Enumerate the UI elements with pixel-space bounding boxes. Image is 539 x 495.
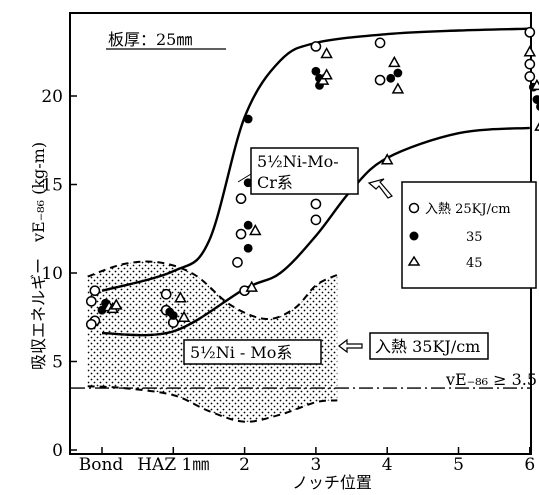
legend-label-25: 入熱 25KJ/cm (425, 202, 511, 217)
x-tick-label: 4 (382, 455, 393, 475)
trend-curve-layer (101, 27, 530, 337)
y-tick-label: 10 (41, 264, 63, 284)
point-triangle (380, 153, 394, 165)
point-open-circle (85, 318, 97, 330)
point-open-circle (374, 74, 386, 86)
point-triangle (316, 73, 330, 85)
point-filled-circle (168, 311, 178, 320)
point-triangle (174, 291, 187, 303)
point-filled-circle (386, 73, 396, 83)
lower-curve-label: 5½Ni - Mo系 (190, 343, 292, 362)
heat-input-label: 入熱 35KJ/cm (375, 337, 480, 356)
x-tick-label: HAZ 1㎜ (137, 455, 209, 475)
lower-trend-curve (101, 126, 530, 337)
x-tick-label: Bond (79, 455, 124, 475)
lower-curve-pointer-arrow (338, 338, 363, 354)
point-open-circle (310, 198, 322, 210)
legend-pointer-arrow (367, 178, 393, 199)
point-open-circle (524, 26, 536, 38)
x-tick-label: 3 (310, 455, 321, 475)
y-tick-label: 5 (52, 353, 63, 373)
point-filled-circle (243, 220, 253, 230)
point-triangle (388, 55, 401, 68)
point-open-circle (89, 285, 101, 297)
lower-curve-label-box: 5½Ni - Mo系 (183, 339, 322, 365)
point-filled-circle (532, 95, 539, 104)
point-triangle (523, 45, 537, 57)
point-filled-circle (536, 102, 539, 111)
upper-curve-leader (237, 173, 252, 183)
point-open-circle (232, 257, 243, 268)
upper-curve-label: 5½Ni-Mo- Cr系 (257, 152, 339, 192)
point-filled-circle (311, 66, 321, 76)
y-axis-label: 吸収エネルギー vE₋₈₆ (kg-m) (29, 142, 48, 370)
heat-input-label-box: 入熱 35KJ/cm (369, 332, 489, 360)
point-open-circle (235, 228, 247, 240)
criterion-label: vE₋₈₆ ≥ 3.5 (445, 370, 537, 389)
point-open-circle (374, 37, 386, 49)
data-point-layer (85, 26, 539, 330)
point-triangle (391, 82, 405, 94)
x-axis-label: ノッチ位置 (292, 473, 372, 492)
upper-curve-label-line: Cr系 (257, 173, 293, 192)
point-triangle (320, 68, 333, 80)
legend-marker-open-circle (408, 202, 420, 214)
point-open-circle (310, 214, 322, 226)
point-open-circle (524, 58, 536, 70)
scatter-band-upper-edge (87, 260, 338, 321)
x-tick-label: 5 (453, 455, 464, 475)
upper-curve-label-line: 5½Ni-Mo- (257, 152, 339, 171)
point-triangle (530, 78, 539, 91)
point-filled-circle (393, 68, 403, 78)
upper-curve-label-box: 5½Ni-Mo- Cr系 (250, 147, 359, 195)
x-tick-label: 6 (524, 455, 535, 475)
point-filled-circle (243, 243, 253, 253)
y-tick-label: 15 (41, 176, 63, 196)
upper-trend-curve (101, 27, 530, 292)
point-filled-circle (243, 114, 253, 124)
point-triangle (109, 298, 123, 310)
x-tick-label: 2 (239, 455, 250, 475)
legend-label-45: 45 (466, 256, 483, 271)
point-open-circle (235, 193, 247, 205)
point-triangle (320, 46, 333, 59)
point-triangle (245, 280, 259, 292)
legend-box: 入熱 25KJ/cm 35 45 (401, 181, 537, 289)
point-triangle (249, 223, 262, 236)
legend-marker-triangle (407, 255, 421, 266)
legend-label-35: 35 (466, 230, 483, 245)
point-open-circle (85, 295, 97, 307)
legend-marker-filled-circle (409, 231, 419, 241)
point-open-circle (524, 71, 536, 82)
point-triangle (534, 122, 539, 131)
y-tick-label: 0 (52, 441, 63, 461)
point-filled-circle (97, 305, 107, 315)
point-open-circle (160, 288, 172, 300)
point-triangle (177, 310, 191, 322)
chart-title: 板厚：25㎜ (108, 30, 192, 49)
y-tick-label: 20 (41, 87, 63, 107)
point-open-circle (310, 41, 322, 52)
